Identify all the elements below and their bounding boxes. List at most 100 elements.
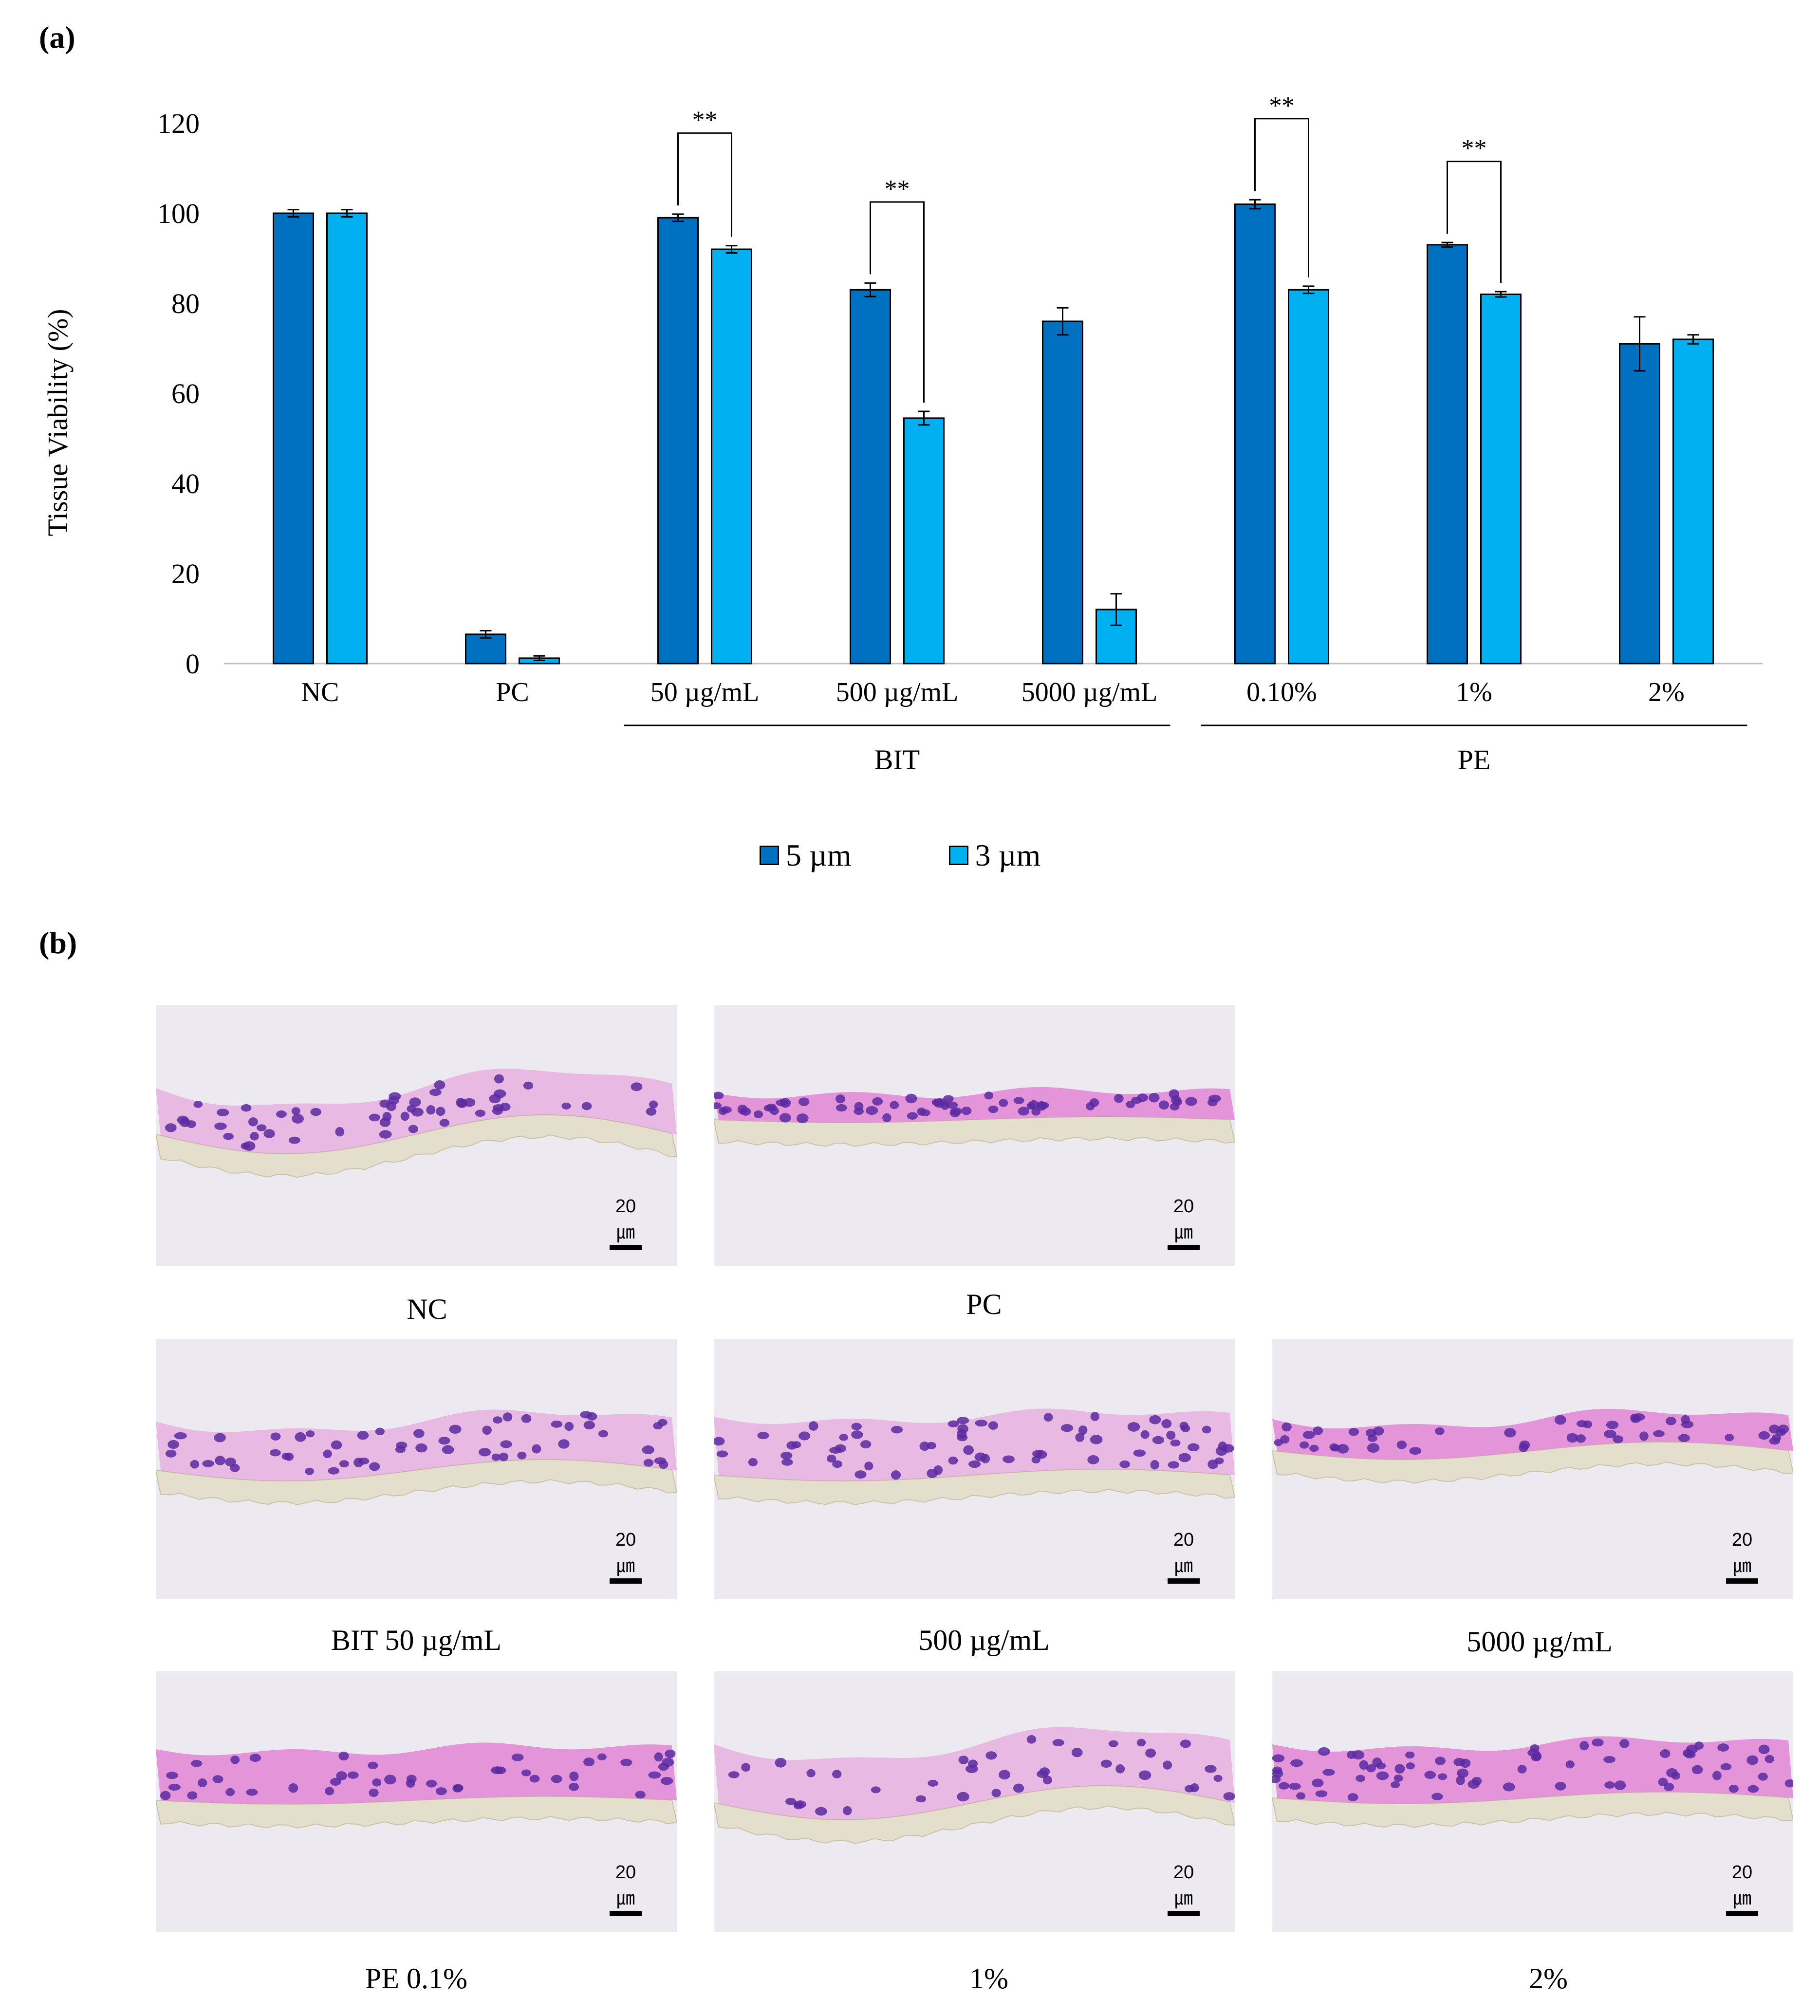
cell-nucleus [389, 1092, 401, 1101]
caption-pc: PC [966, 1288, 1002, 1320]
cell-nucleus [587, 1412, 597, 1421]
membrane [156, 1114, 677, 1178]
cell-nucleus [325, 1787, 334, 1795]
cell-nucleus [1272, 1769, 1283, 1778]
cell-nucleus [249, 1754, 261, 1762]
cell-nucleus [1725, 1434, 1734, 1442]
cell-nucleus [288, 1783, 298, 1793]
cell-nucleus [1309, 1444, 1319, 1452]
cell-nucleus [891, 1470, 901, 1480]
caption-bit-5000: 5000 µg/mL [1467, 1626, 1613, 1658]
scale-bar: 20㎛ [609, 1196, 643, 1250]
cell-nucleus [1359, 1760, 1369, 1770]
cell-nucleus [927, 1469, 938, 1478]
micrograph-bit-5000: 20㎛ [1272, 1339, 1793, 1599]
cell-nucleus [646, 1107, 657, 1116]
cell-nucleus [1115, 1764, 1125, 1774]
cell-nucleus [597, 1753, 607, 1760]
cell-nucleus [1579, 1741, 1589, 1751]
x-tick-label: 50 µg/mL [650, 677, 760, 707]
cell-nucleus [1405, 1751, 1415, 1759]
cell-nucleus [1181, 1424, 1190, 1432]
cell-nucleus [1170, 1439, 1181, 1447]
cell-nucleus [1517, 1765, 1527, 1774]
cell-nucleus [957, 1434, 968, 1442]
y-tick-label: 100 [157, 198, 200, 229]
cell-nucleus [347, 1771, 359, 1779]
cell-nucleus [436, 1107, 446, 1116]
membrane [714, 1785, 1235, 1844]
cell-nucleus [400, 1111, 409, 1121]
cell-nucleus [864, 1461, 873, 1471]
cell-nucleus [658, 1762, 669, 1771]
cell-nucleus [358, 1458, 370, 1465]
cell-nucleus [1769, 1437, 1781, 1445]
cell-nucleus [269, 1449, 281, 1457]
legend-item-5um: 5 µm [760, 837, 852, 873]
cell-nucleus [569, 1771, 579, 1781]
cell-nucleus [1078, 1425, 1088, 1435]
cell-nucleus [1163, 1760, 1172, 1770]
bar-3um [1672, 338, 1714, 665]
cell-nucleus [435, 1787, 447, 1795]
cell-nucleus [494, 1074, 504, 1084]
cell-nucleus [368, 1761, 378, 1770]
cell-nucleus [1281, 1422, 1292, 1432]
cell-nucleus [1013, 1783, 1024, 1793]
cell-nucleus [167, 1440, 179, 1449]
legend-label-5um: 5 µm [786, 838, 852, 872]
cell-nucleus [281, 1453, 291, 1460]
cell-nucleus [336, 1771, 347, 1781]
cell-nucleus [975, 1420, 988, 1427]
cell-nucleus [620, 1758, 632, 1766]
bar-3um [1288, 289, 1329, 665]
cell-nucleus [1145, 1748, 1156, 1758]
legend: 5 µm 3 µm [760, 837, 1040, 873]
cell-nucleus [714, 1091, 724, 1099]
cell-nucleus [561, 1102, 571, 1110]
cell-nucleus [214, 1122, 227, 1130]
y-tick-label: 120 [157, 108, 200, 139]
cell-nucleus [187, 1791, 198, 1800]
cell-nucleus [214, 1433, 226, 1443]
cell-nucleus [223, 1132, 234, 1140]
cell-nucleus [598, 1430, 609, 1438]
group-label: PE [1458, 744, 1491, 776]
cell-nucleus [1619, 1739, 1630, 1748]
epithelium-layer [156, 1742, 677, 1804]
cell-nucleus [799, 1431, 811, 1441]
cell-nucleus [1043, 1413, 1053, 1422]
cell-nucleus [1712, 1771, 1722, 1780]
cell-nucleus [529, 1775, 540, 1783]
cell-nucleus [851, 1423, 862, 1430]
cell-nucleus [654, 1752, 663, 1762]
cell-nucleus [250, 1132, 259, 1141]
cell-nucleus [464, 1098, 476, 1107]
cell-nucleus [1114, 1094, 1124, 1103]
cell-nucleus [198, 1778, 207, 1788]
bar-5um [465, 633, 506, 665]
cell-nucleus [905, 1093, 917, 1104]
cell-nucleus [1170, 1095, 1181, 1105]
bar-5um [1042, 320, 1083, 665]
cell-nucleus [775, 1757, 787, 1768]
scale-bar: 20㎛ [1725, 1862, 1759, 1916]
cell-nucleus [306, 1430, 315, 1438]
cell-nucleus [1119, 1460, 1130, 1468]
scale-bar-label: 20㎛ [1173, 1530, 1194, 1576]
cell-nucleus [968, 1460, 981, 1468]
micrograph-pe-2: 20㎛ [1272, 1671, 1793, 1932]
cell-nucleus [957, 1424, 968, 1434]
cell-nucleus [426, 1779, 437, 1788]
cell-nucleus [190, 1460, 200, 1469]
cell-nucleus [1274, 1439, 1283, 1446]
cell-nucleus [1347, 1751, 1356, 1759]
cell-nucleus [489, 1094, 501, 1104]
cell-nucleus [1322, 1769, 1335, 1776]
cell-nucleus [1131, 1096, 1142, 1104]
cell-nucleus [950, 1107, 962, 1115]
cell-nucleus [654, 1457, 667, 1464]
cell-nucleus [357, 1431, 369, 1440]
cell-nucleus [1180, 1739, 1191, 1748]
significance-bracket [1447, 161, 1502, 283]
